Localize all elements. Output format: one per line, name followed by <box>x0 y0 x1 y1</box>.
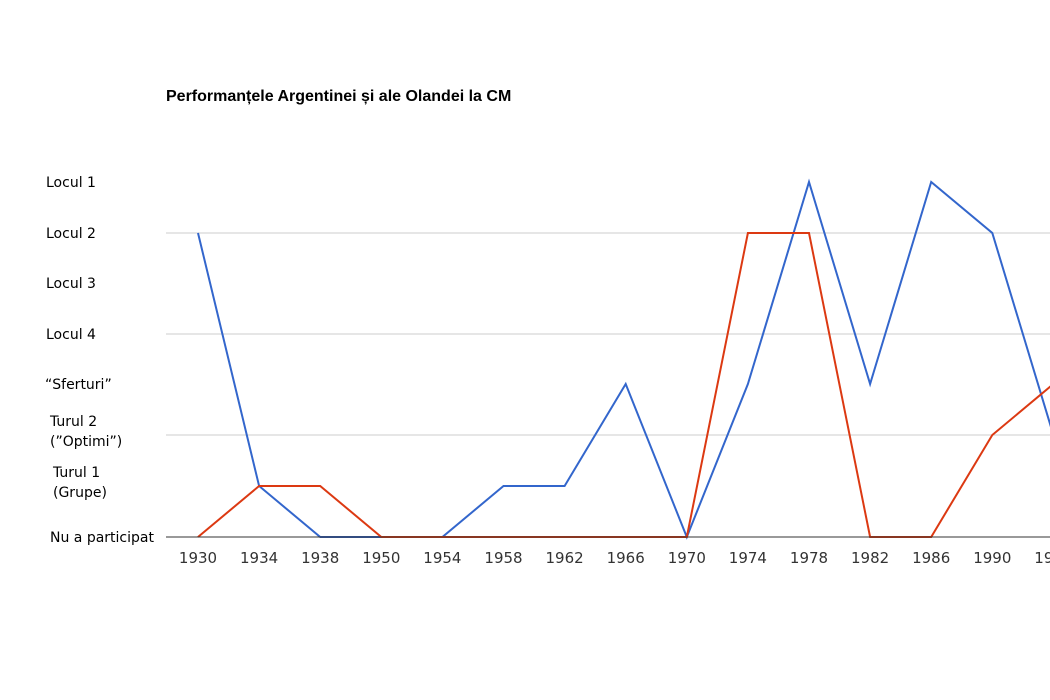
y-tick-label: Locul 4 <box>46 327 96 343</box>
y-tick-label: Locul 1 <box>46 175 96 191</box>
y-tick-label-line: Locul 1 <box>46 175 96 191</box>
x-tick-label: 1934 <box>240 549 278 567</box>
x-tick-label: 1954 <box>423 549 461 567</box>
y-tick-label-line: (Grupe) <box>53 485 107 501</box>
x-axis-labels: 1930 1934 1938 1950 1954 1958 1962 1966 1970 1974… <box>179 549 1050 567</box>
series-lines <box>197 178 1050 540</box>
x-tick-label: 1982 <box>851 549 889 567</box>
x-tick-label: 1950 <box>362 549 400 567</box>
x-tick-label: 1978 <box>790 549 828 567</box>
y-tick-label: Turul 1 (Grupe) <box>52 465 107 501</box>
x-tick-label: 1966 <box>607 549 645 567</box>
chart-title: Performanțele Argentinei și ale Olandei … <box>166 88 511 105</box>
x-tick-label: 1994 <box>1034 549 1050 567</box>
x-tick-label: 1962 <box>546 549 584 567</box>
y-tick-label: Nu a participat <box>50 530 154 546</box>
y-tick-label-line: Nu a participat <box>50 530 154 546</box>
x-tick-label: 1958 <box>484 549 522 567</box>
y-tick-label-line: Turul 2 <box>49 414 97 430</box>
y-tick-label-line: Locul 4 <box>46 327 96 343</box>
y-tick-label-line: Turul 1 <box>52 465 100 481</box>
gridlines <box>166 232 1050 436</box>
y-axis-labels: Nu a participat Turul 1 (Grupe) Turul 2 (”Op… <box>45 175 154 546</box>
y-tick-label: “Sferturi” <box>45 377 112 393</box>
series-line-1 <box>197 178 1050 540</box>
y-tick-label-line: Locul 3 <box>46 276 96 292</box>
y-tick-label-line: “Sferturi” <box>45 377 112 393</box>
y-tick-label: Locul 3 <box>46 276 96 292</box>
y-tick-label-line: (”Optimi”) <box>50 434 122 450</box>
y-tick-label-line: Locul 2 <box>46 226 96 242</box>
x-tick-label: 1938 <box>301 549 339 567</box>
x-tick-label: 1974 <box>729 549 767 567</box>
x-tick-label: 1990 <box>973 549 1011 567</box>
y-tick-label: Turul 2 (”Optimi”) <box>49 414 122 450</box>
x-tick-label: 1930 <box>179 549 217 567</box>
x-tick-label: 1986 <box>912 549 950 567</box>
x-tick-label: 1970 <box>668 549 706 567</box>
y-tick-label: Locul 2 <box>46 226 96 242</box>
